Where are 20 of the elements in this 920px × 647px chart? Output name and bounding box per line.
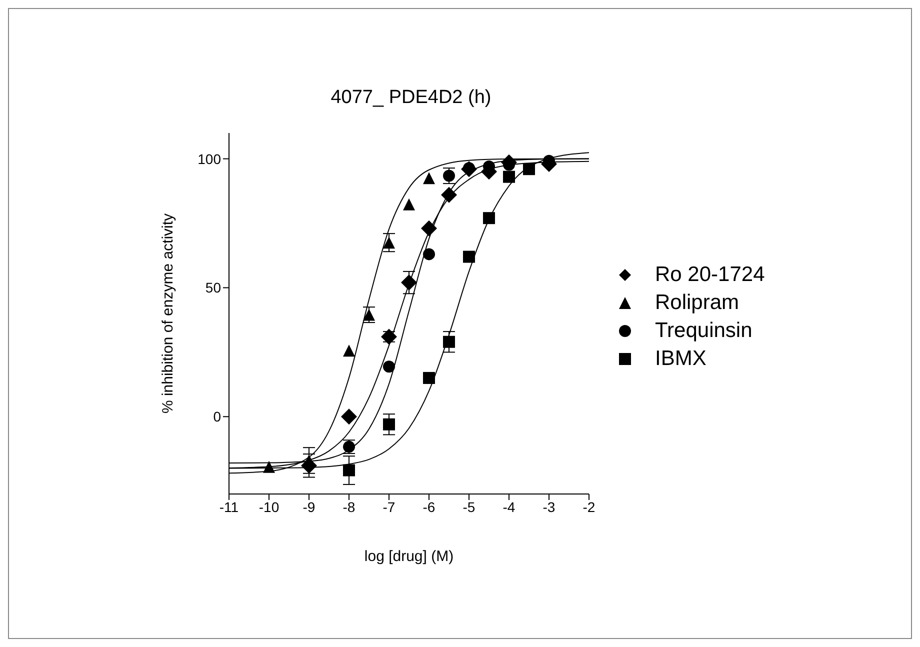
y-axis-title: % inhibition of enzyme activity <box>159 212 176 414</box>
legend-label: Rolipram <box>655 291 740 315</box>
x-tick-label: -6 <box>422 498 436 515</box>
x-tick-label: -8 <box>342 498 356 515</box>
x-tick-label: -5 <box>462 498 476 515</box>
x-tick-label: -10 <box>258 498 280 515</box>
x-tick-label: -9 <box>302 498 316 515</box>
x-tick-label: -4 <box>502 498 516 515</box>
x-tick-label: -2 <box>582 498 596 515</box>
x-tick-label: -11 <box>219 498 239 515</box>
legend-label: IBMX <box>655 347 706 371</box>
x-tick-label: -3 <box>542 498 556 515</box>
chart-title: 4077_ PDE4D2 (h) <box>330 87 492 109</box>
x-axis-title: log [drug] (M) <box>364 548 454 565</box>
y-tick-label: 100 <box>198 150 222 167</box>
legend-label: Ro 20-1724 <box>655 263 765 287</box>
y-tick-label: 0 <box>213 408 222 425</box>
legend-label: Trequinsin <box>655 319 752 343</box>
y-tick-label: 50 <box>205 280 222 296</box>
x-tick-label: -7 <box>382 498 396 515</box>
